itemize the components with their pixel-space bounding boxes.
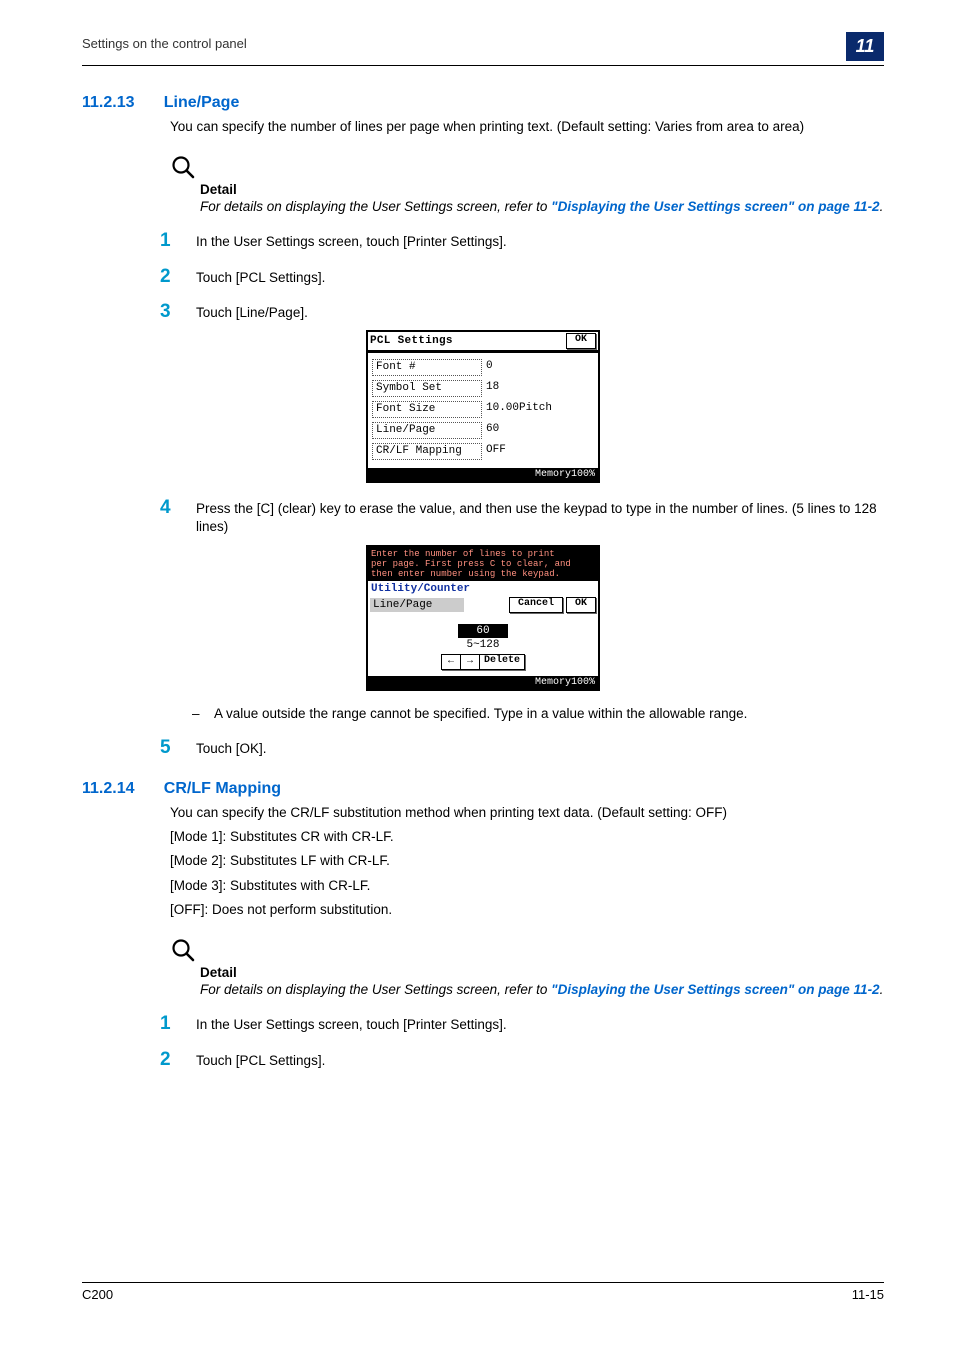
step-text: In the User Settings screen, touch [Prin… — [196, 232, 884, 251]
step-text: In the User Settings screen, touch [Prin… — [196, 1015, 884, 1034]
row-key[interactable]: Line/Page — [372, 422, 482, 439]
line-page-input-screen: Enter the number of lines to print per p… — [366, 545, 600, 691]
cancel-button[interactable]: Cancel — [509, 597, 563, 613]
mode-text: [Mode 2]: Substitutes LF with CR-LF. — [170, 852, 884, 870]
value-display: 60 — [458, 624, 507, 638]
section-intro: You can specify the number of lines per … — [170, 118, 884, 136]
ok-button[interactable]: OK — [566, 333, 596, 349]
step-text: Touch [Line/Page]. — [196, 303, 884, 322]
detail-text: For details on displaying the User Setti… — [200, 981, 884, 999]
magnifier-icon — [170, 937, 884, 963]
step-number: 4 — [160, 499, 196, 536]
row-value: 0 — [482, 359, 594, 374]
link-user-settings[interactable]: "Displaying the User Settings screen" on… — [551, 982, 879, 997]
link-user-settings[interactable]: "Displaying the User Settings screen" on… — [551, 199, 879, 214]
section-number: 11.2.14 — [82, 780, 160, 798]
section-title: Line/Page — [164, 94, 240, 111]
step-number: 1 — [160, 232, 196, 251]
chapter-badge: 11 — [846, 32, 884, 61]
mode-text: [OFF]: Does not perform substitution. — [170, 901, 884, 919]
magnifier-icon — [170, 154, 884, 180]
step-number: 3 — [160, 303, 196, 322]
memory-indicator: Memory100% — [368, 468, 598, 481]
step-number: 1 — [160, 1015, 196, 1034]
step-number: 2 — [160, 1051, 196, 1070]
row-value: 60 — [482, 422, 594, 437]
mode-text: [Mode 1]: Substitutes CR with CR-LF. — [170, 828, 884, 846]
step-text: Touch [OK]. — [196, 739, 884, 758]
section-number: 11.2.13 — [82, 94, 160, 112]
row-key[interactable]: CR/LF Mapping — [372, 443, 482, 460]
panel-message: Enter the number of lines to print per p… — [368, 547, 598, 581]
row-key[interactable]: Symbol Set — [372, 380, 482, 397]
row-value: 10.00Pitch — [482, 401, 594, 416]
row-key[interactable]: Font # — [372, 359, 482, 376]
memory-indicator: Memory100% — [368, 676, 598, 689]
step-number: 5 — [160, 739, 196, 758]
arrow-left-button[interactable]: ← — [441, 654, 461, 670]
sub-label: Line/Page — [370, 598, 464, 612]
mode-text: [Mode 3]: Substitutes with CR-LF. — [170, 877, 884, 895]
step-number: 2 — [160, 268, 196, 287]
breadcrumb: Settings on the control panel — [82, 36, 247, 51]
range-label: 5~128 — [372, 639, 594, 651]
delete-button[interactable]: Delete — [480, 654, 525, 670]
footer-page-number: 11-15 — [852, 1287, 884, 1302]
detail-label: Detail — [200, 965, 884, 980]
step-text: Press the [C] (clear) key to erase the v… — [196, 499, 884, 536]
row-key[interactable]: Font Size — [372, 401, 482, 418]
section-title: CR/LF Mapping — [164, 780, 281, 797]
step-text: Touch [PCL Settings]. — [196, 268, 884, 287]
step-text: Touch [PCL Settings]. — [196, 1051, 884, 1070]
section-intro: You can specify the CR/LF substitution m… — [170, 804, 884, 822]
note-bullet: – A value outside the range cannot be sp… — [192, 705, 884, 723]
pcl-settings-screen: PCL Settings OK Font #0 Symbol Set18 Fon… — [366, 330, 600, 483]
panel-title: PCL Settings — [370, 335, 453, 347]
utility-label: Utility/Counter — [368, 581, 598, 596]
detail-label: Detail — [200, 182, 884, 197]
detail-text: For details on displaying the User Setti… — [200, 198, 884, 216]
row-value: 18 — [482, 380, 594, 395]
footer-model: C200 — [82, 1287, 113, 1302]
ok-button[interactable]: OK — [566, 597, 596, 613]
row-value: OFF — [482, 443, 594, 458]
arrow-right-button[interactable]: → — [461, 654, 480, 670]
